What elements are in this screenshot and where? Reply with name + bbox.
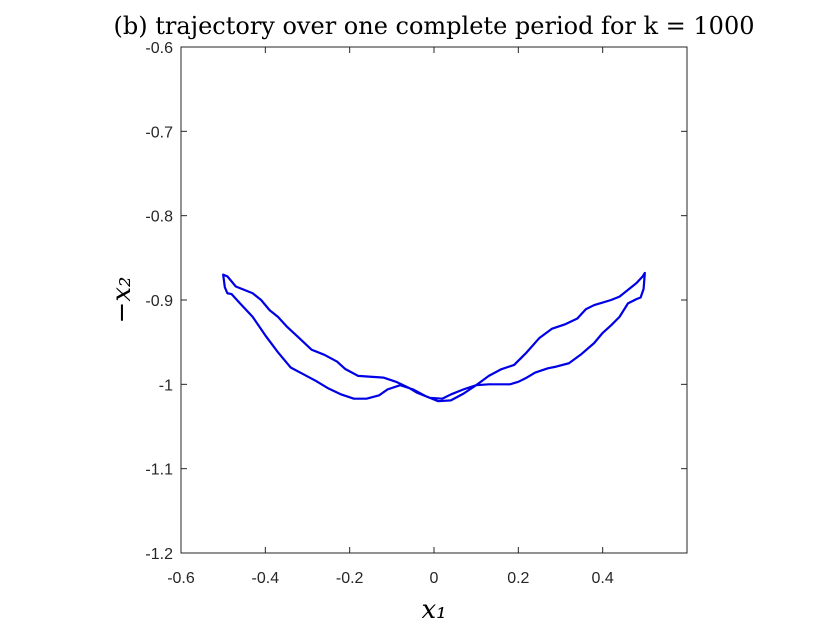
y-axis-ticks: -0.6 -0.7 -0.8 -0.9 -1 -1.1 -1.2 xyxy=(145,40,687,563)
x-tick-label: 0.4 xyxy=(592,570,614,587)
y-tick-label: -0.8 xyxy=(145,209,173,226)
x-axis-ticks: -0.6 -0.4 -0.2 0 0.2 0.4 xyxy=(167,47,614,587)
chart-title: (b) trajectory over one complete period … xyxy=(114,12,755,40)
plot-area: -0.6 -0.4 -0.2 0 0.2 0.4 -0.6 -0.7 -0.8 -0.9 -1 -1… xyxy=(145,40,688,587)
x-axis-label: x₁ xyxy=(421,595,446,625)
series-layer xyxy=(222,271,646,403)
trajectory-line xyxy=(222,271,646,403)
x-tick-label: -0.6 xyxy=(167,570,195,587)
y-tick-label: -0.6 xyxy=(145,40,173,57)
y-axis-label: −x₂ xyxy=(107,277,137,324)
x-tick-label: 0.2 xyxy=(507,570,529,587)
x-tick-label: -0.2 xyxy=(336,570,364,587)
y-tick-label: -1.2 xyxy=(145,546,173,563)
y-tick-label: -0.7 xyxy=(145,124,173,141)
y-tick-label: -1.1 xyxy=(145,462,173,479)
y-tick-label: -0.9 xyxy=(145,293,173,310)
x-tick-label: 0 xyxy=(430,570,439,587)
y-tick-label: -1 xyxy=(159,377,173,394)
x-tick-label: -0.4 xyxy=(252,570,280,587)
